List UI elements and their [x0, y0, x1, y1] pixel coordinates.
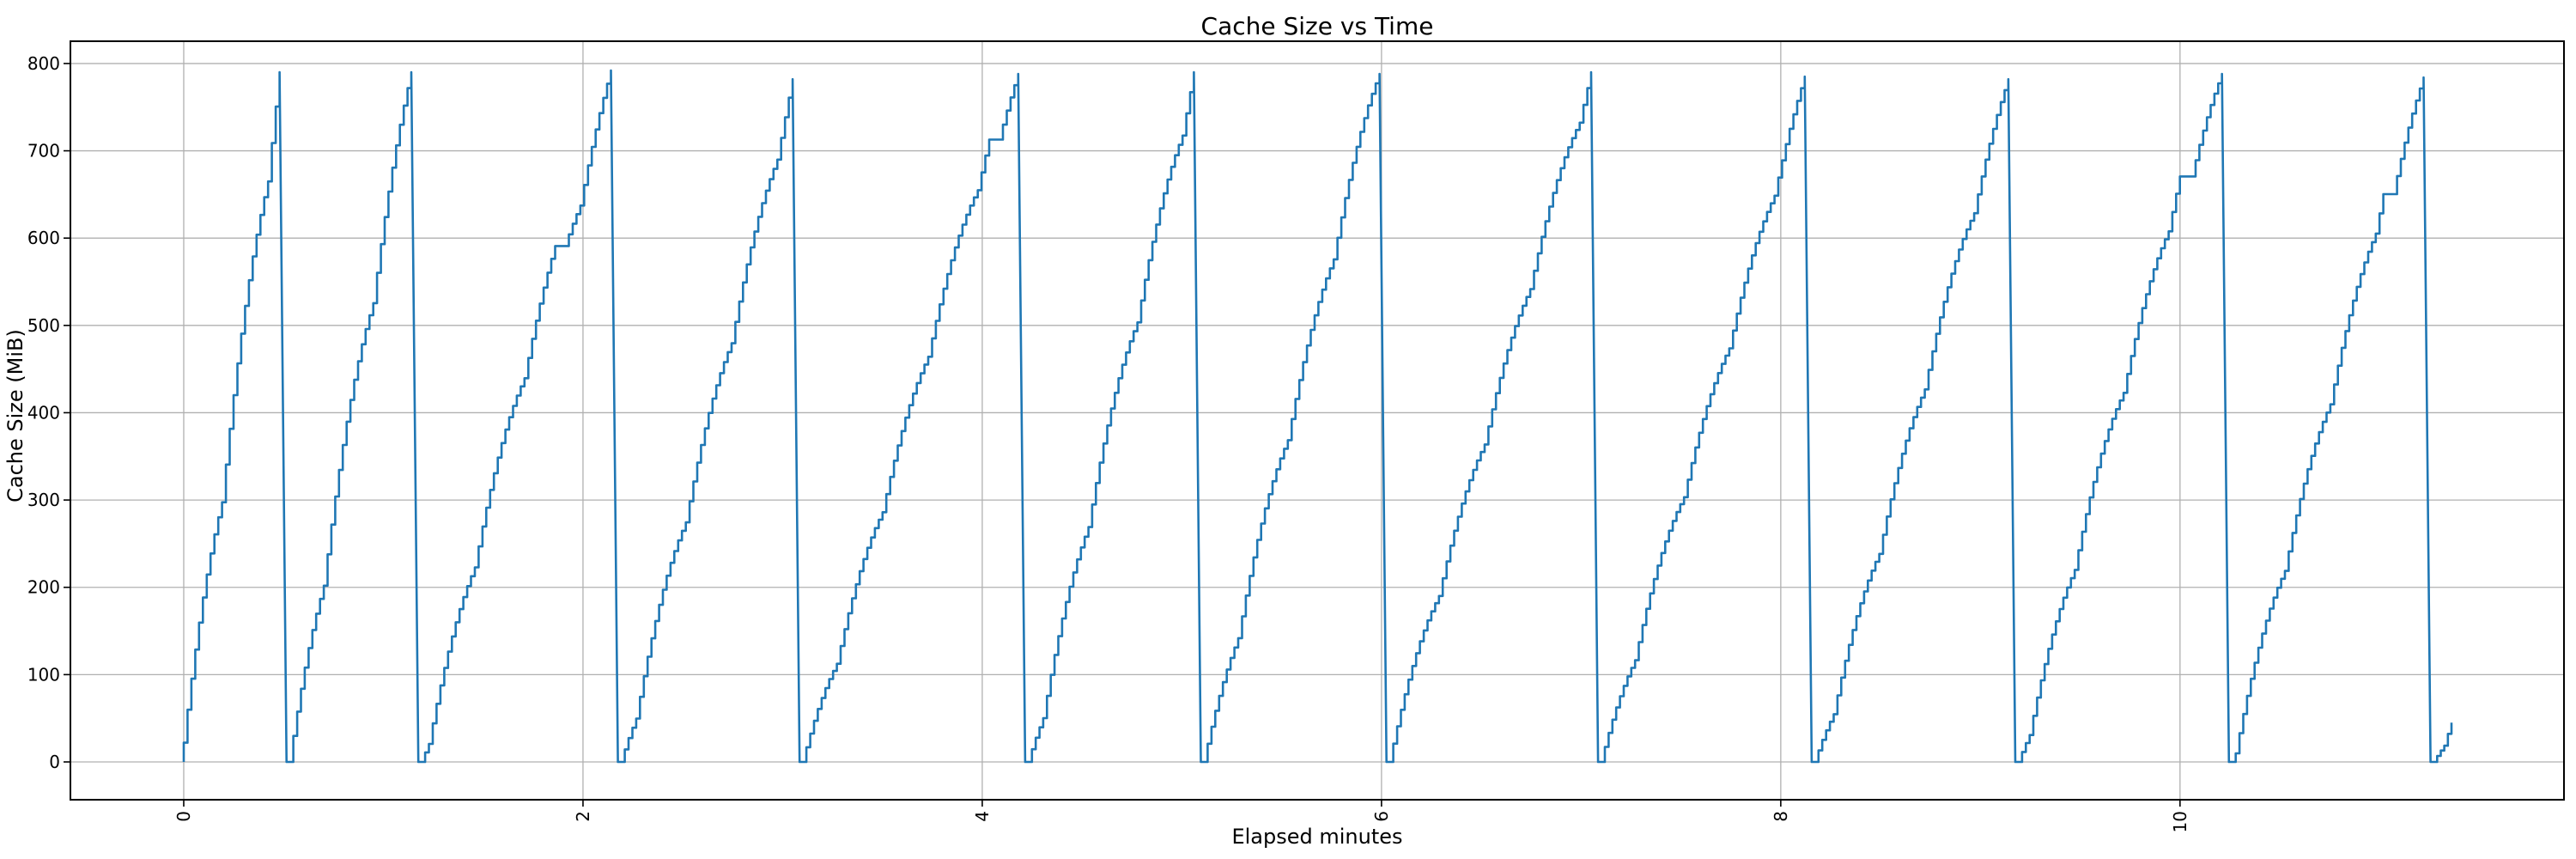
cache-size-line	[182, 69, 2453, 764]
x-tick-label: 0	[173, 811, 194, 822]
y-tick-label: 300	[27, 490, 60, 510]
x-tick-label: 2	[573, 811, 593, 822]
y-tick-label: 500	[27, 315, 60, 336]
y-axis-label: Cache Size (MiB)	[3, 329, 27, 503]
plot-border	[70, 40, 2565, 801]
y-tick-label: 600	[27, 228, 60, 248]
y-tick-label: 700	[27, 141, 60, 161]
x-tick-label: 6	[1371, 811, 1392, 822]
y-tick-label: 400	[27, 402, 60, 423]
grid-layer	[70, 41, 2564, 800]
y-tick-label: 100	[27, 664, 60, 685]
tick-layer	[64, 63, 2181, 807]
y-tick-label: 200	[27, 577, 60, 598]
x-tick-label: 4	[972, 811, 993, 822]
x-tick-label: 8	[1771, 811, 1791, 822]
chart-title: Cache Size vs Time	[1201, 12, 1434, 40]
x-axis-label: Elapsed minutes	[1231, 825, 1402, 849]
y-tick-label: 0	[49, 752, 60, 772]
x-tick-label: 10	[2170, 811, 2190, 832]
y-tick-label: 800	[27, 53, 60, 74]
